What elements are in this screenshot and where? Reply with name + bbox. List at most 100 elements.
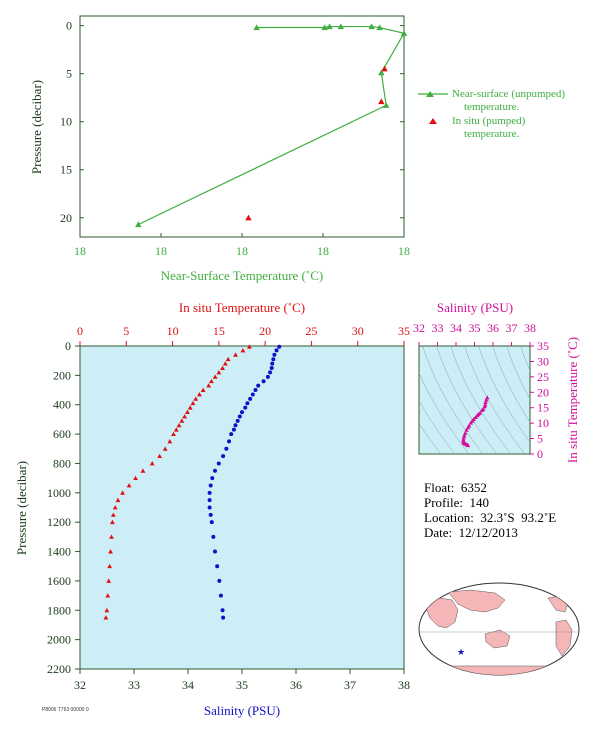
salinity-point (207, 498, 212, 503)
salinity-axis-label: Salinity (PSU) (204, 703, 280, 718)
salinity-point (207, 505, 212, 510)
near-surface-frame (79, 15, 405, 238)
near-surface-y-ticks: 0 5 10 15 20 (60, 19, 404, 225)
salinity-point (231, 427, 236, 432)
ts-y-tick-label: 5 (537, 432, 543, 446)
salinity-x-tick-label: 33 (128, 678, 140, 692)
float-location: Location: 32.3˚S 93.2˚E (424, 510, 557, 525)
density-contour (450, 346, 512, 454)
salinity-point (216, 461, 221, 466)
pressure-y-tick-label: 1600 (47, 574, 71, 588)
temperature-point (133, 475, 138, 481)
temperature-point (216, 370, 222, 375)
near-surface-point (378, 69, 385, 76)
temperature-x-ticks: 0 5 10 15 20 25 30 35 (77, 324, 410, 346)
temperature-point (104, 607, 110, 613)
temperature-point (212, 374, 218, 379)
salinity-point (208, 483, 213, 488)
salinity-x-tick-label: 38 (398, 678, 410, 692)
density-contour (464, 346, 526, 454)
map-land-south-america (555, 619, 573, 657)
density-contour (436, 346, 498, 454)
density-contour (506, 346, 530, 400)
in-situ-point (378, 98, 385, 105)
ts-point (465, 443, 471, 448)
temperature-point (110, 512, 116, 517)
salinity-point (217, 578, 222, 583)
ts-point (473, 415, 478, 420)
legend-marker-in-situ (429, 118, 437, 124)
float-location-marker: ★ (457, 647, 465, 657)
salinity-point (269, 366, 274, 371)
salinity-point (224, 446, 229, 451)
temperature-point (107, 563, 113, 569)
temperature-x-tick-label: 20 (259, 324, 271, 338)
temperature-point (176, 422, 182, 428)
temperature-point (149, 461, 155, 466)
profile-panel: 32 33 34 35 36 37 38 0 5 10 15 20 25 30 35 0 200 400 600… (14, 300, 410, 718)
density-contour (422, 346, 484, 454)
profile-date: Date: 12/12/2013 (424, 525, 518, 540)
salinity-point (274, 348, 279, 353)
density-contour (520, 346, 530, 372)
temperature-point (109, 534, 114, 539)
ts-point (462, 433, 467, 438)
pressure-y-tick-label: 0 (65, 339, 71, 353)
salinity-x-tick-label: 34 (182, 678, 194, 692)
salinity-point (243, 405, 248, 410)
in-situ-point (245, 214, 252, 221)
pressure-y-tick-label: 800 (53, 456, 71, 470)
map-land-australia (484, 629, 511, 649)
salinity-x-tick-label: 36 (290, 678, 302, 692)
temperature-point (197, 392, 202, 397)
salinity-point (207, 490, 212, 495)
map-land-antarctica (439, 665, 561, 675)
profile-number: Profile: 140 (424, 495, 489, 510)
float-id: Float: 6352 (424, 480, 487, 495)
pressure-y-tick-label: 1400 (47, 545, 71, 559)
near-surface-point (400, 30, 408, 36)
temperature-point (103, 615, 109, 620)
ts-y-tick-label: 15 (537, 401, 549, 415)
salinity-point (213, 468, 217, 473)
temperature-point (179, 418, 185, 423)
ts-y-tick-label: 0 (537, 447, 543, 461)
salinity-point (237, 414, 242, 419)
salinity-point (248, 396, 253, 401)
near-surface-y-tick-label: 10 (60, 115, 72, 129)
near-surface-point (368, 23, 375, 30)
temperature-point (110, 519, 115, 525)
temperature-point (222, 361, 228, 366)
ts-x-tick-label: 37 (506, 321, 518, 335)
temperature-point (162, 446, 168, 451)
density-contour (492, 346, 530, 423)
temperature-point (140, 468, 146, 473)
salinity-point (256, 383, 261, 388)
salinity-point (253, 388, 258, 393)
legend-label-near-surface-1: Near-surface (unpumped) (452, 88, 565, 100)
near-surface-point (321, 24, 328, 31)
ts-x-ticks: 32 33 34 35 36 37 38 (413, 321, 536, 346)
salinity-point (268, 370, 273, 375)
near-surface-series-line (138, 25, 405, 226)
near-surface-point (382, 102, 390, 108)
pressure-y-ticks: 0 200 400 600 800 1000 1200 1400 1600 1800 2000 220… (47, 339, 80, 676)
salinity-point (229, 432, 234, 437)
temperature-point (200, 387, 206, 392)
ts-x-tick-label: 35 (469, 321, 481, 335)
near-surface-x-tick-label: 18 (155, 244, 167, 258)
temperature-point (182, 414, 188, 419)
salinity-point (220, 608, 225, 613)
ts-y-tick-label: 20 (537, 385, 549, 399)
map-land-asia (447, 589, 506, 613)
near-surface-point (326, 23, 333, 30)
salinity-x-tick-label: 32 (74, 678, 86, 692)
ts-point (479, 407, 485, 412)
salinity-point (240, 410, 244, 415)
ts-point (483, 399, 488, 404)
near-surface-y-tick-label: 5 (66, 67, 72, 81)
temperature-x-tick-label: 30 (352, 324, 364, 338)
world-map: ★ (418, 582, 580, 676)
ts-x-tick-label: 38 (524, 321, 536, 335)
